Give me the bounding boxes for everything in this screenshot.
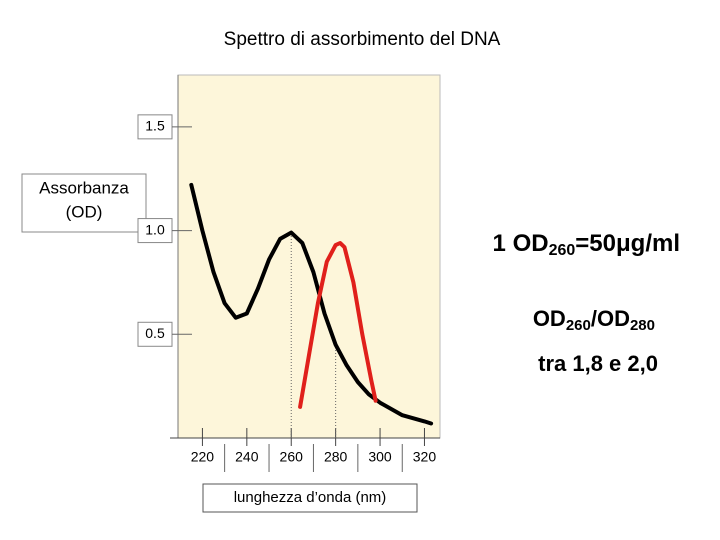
x-tick-box — [226, 445, 267, 471]
annotation-part: OD — [533, 306, 566, 331]
chart-title: Spettro di assorbimento del DNA — [224, 29, 501, 50]
annotation-part: 1 OD — [493, 230, 549, 257]
x-label-box — [202, 483, 418, 513]
y-label-box — [21, 173, 147, 233]
x-tick-label: 260 — [280, 449, 304, 465]
y-axis-label: (OD) — [66, 202, 103, 221]
annotation: 1 OD260=50μg/ml — [493, 230, 680, 259]
x-tick-box — [182, 445, 223, 471]
y-tick-box — [137, 321, 173, 347]
annotation: OD260/OD280 — [533, 306, 655, 334]
x-axis-label: lunghezza d’onda (nm) — [234, 489, 387, 506]
series-line — [298, 241, 378, 409]
y-tick-label: 0.5 — [145, 325, 165, 341]
x-tick-box — [271, 445, 312, 471]
x-tick-label: 240 — [235, 449, 259, 465]
y-tick-box — [137, 114, 173, 140]
y-axis-label: Assorbanza — [39, 178, 129, 197]
annotation-part: =50μg/ml — [575, 230, 680, 257]
annotation: tra 1,8 e 2,0 — [538, 351, 658, 376]
x-tick-label: 280 — [324, 449, 348, 465]
x-tick-label: 220 — [191, 449, 215, 465]
x-tick-label: 300 — [368, 449, 392, 465]
y-tick-label: 1.5 — [145, 118, 165, 134]
y-tick-label: 1.0 — [145, 221, 165, 237]
x-tick-box — [315, 445, 356, 471]
x-tick-box — [360, 445, 401, 471]
annotation-part: /OD — [591, 306, 630, 331]
y-tick-box — [137, 218, 173, 244]
annotation-subscript: 260 — [549, 242, 576, 259]
x-tick-label: 320 — [413, 449, 437, 465]
annotation-subscript: 280 — [630, 317, 655, 334]
annotation-subscript: 260 — [566, 317, 591, 334]
x-tick-box — [404, 445, 445, 471]
